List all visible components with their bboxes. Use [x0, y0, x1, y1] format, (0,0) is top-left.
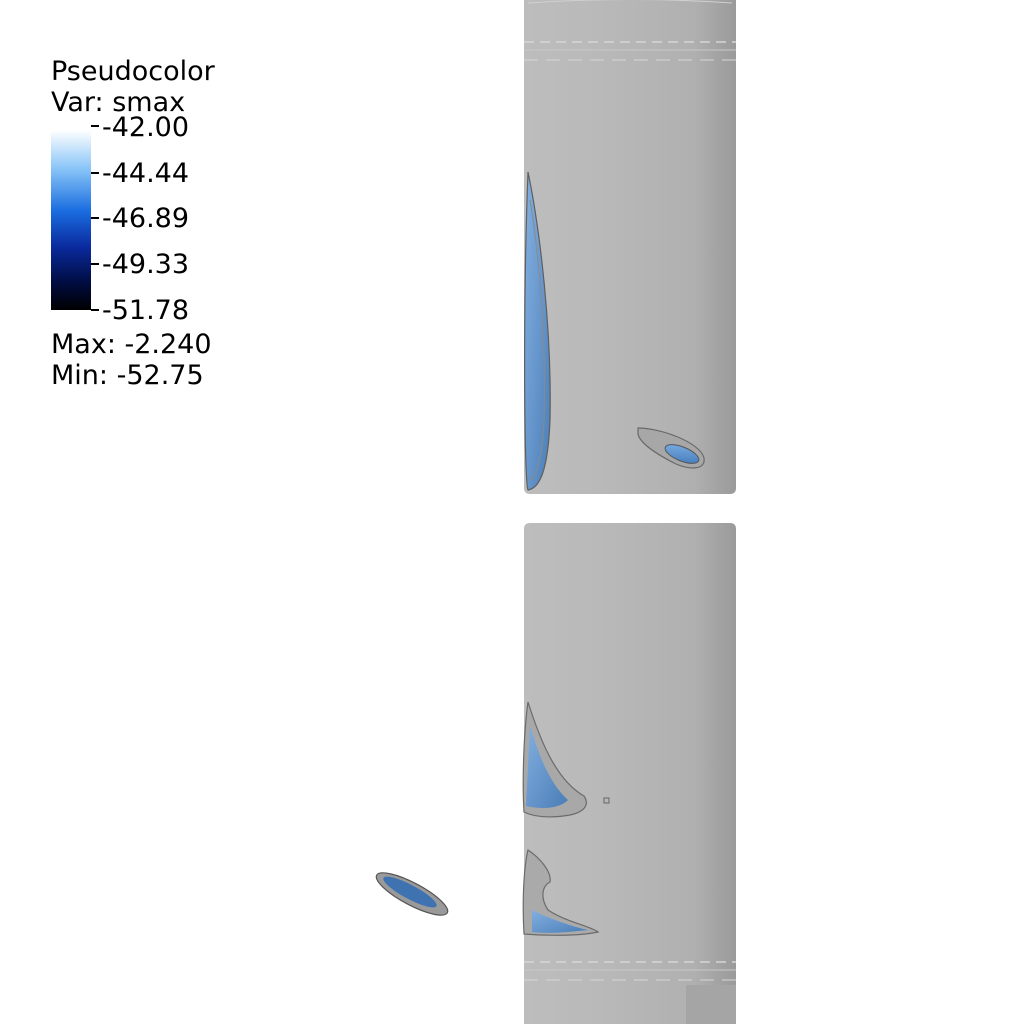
contour-region-lower-upper	[522, 701, 610, 818]
legend-title: Pseudocolor	[51, 56, 215, 87]
colorbar-tick-label: -46.89	[102, 203, 190, 234]
lower-cylinder	[524, 523, 736, 1024]
colorbar-tick	[91, 125, 99, 127]
contour-region-upper-left	[524, 171, 551, 491]
upper-cylinder	[524, 0, 736, 494]
colorbar-tick	[91, 217, 99, 219]
contour-region-floating	[375, 872, 449, 916]
colorbar-tick-label: -44.44	[102, 158, 190, 189]
colorbar-tick	[91, 172, 99, 174]
legend-max: Max: -2.240	[51, 329, 212, 360]
contour-region-upper-right	[637, 427, 705, 469]
contour-region-lower-bottom	[522, 849, 600, 936]
colorbar-tick-label: -51.78	[102, 295, 190, 326]
colorbar-tick	[91, 309, 99, 311]
colorbar-tick-label: -49.33	[102, 249, 190, 280]
colorbar	[51, 130, 91, 310]
legend-min: Min: -52.75	[51, 360, 204, 391]
legend-variable: Var: smax	[51, 87, 186, 118]
colorbar-tick-label: -42.00	[102, 112, 190, 143]
colorbar-tick	[91, 263, 99, 265]
